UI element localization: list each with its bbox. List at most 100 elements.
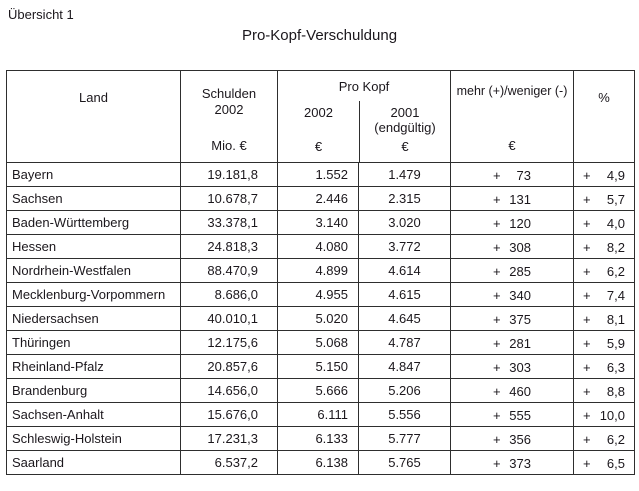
diff-sign: +: [493, 167, 501, 183]
diff-pair: + 120: [493, 216, 531, 231]
pct-sign: +: [583, 191, 591, 207]
diff-sign: +: [493, 431, 501, 447]
pct-value: 4,9: [606, 167, 625, 183]
per-capita-debt-table: Land Schulden 2002 Mio. € Pro Kopf 2002 …: [6, 70, 635, 475]
pct-pair: + 6,2: [583, 264, 625, 279]
header-year-2002-label: 2002: [304, 105, 333, 120]
diff-sign: +: [493, 191, 501, 207]
pct-cell: + 8,2: [573, 234, 635, 259]
schulden-cell: 8.686,0: [180, 282, 278, 307]
header-row: Land Schulden 2002 Mio. € Pro Kopf 2002 …: [6, 70, 635, 163]
header-schulden-line1: Schulden: [201, 86, 257, 101]
diff-value: 73: [516, 167, 531, 183]
diff-value: 131: [509, 191, 531, 207]
table-row: Nordrhein-Westfalen 88.470,9 4.899 4.614…: [6, 258, 635, 283]
pct-cell: + 5,9: [573, 330, 635, 355]
table-row: Sachsen 10.678,7 2.446 2.315 + 131 + 5,7: [6, 186, 635, 211]
pct-value: 10,0: [599, 407, 625, 423]
header-percent: %: [573, 70, 635, 163]
diff-pair: + 281: [493, 336, 531, 351]
diff-cell: + 285: [450, 258, 574, 283]
pct-cell: + 4,0: [573, 210, 635, 235]
diff-cell: + 120: [450, 210, 574, 235]
pro-kopf-2001-cell: 5.556: [358, 402, 451, 427]
header-land-label: Land: [79, 90, 108, 105]
diff-pair: + 308: [493, 240, 531, 255]
table-row: Mecklenburg-Vorpommern 8.686,0 4.955 4.6…: [6, 282, 635, 307]
pct-value: 5,7: [606, 191, 625, 207]
header-year-2001-unit: €: [401, 139, 409, 154]
header-pro-kopf-subcolumns: 2002 € 2001 (endgültig) €: [278, 101, 450, 162]
header-schulden-unit: Mio. €: [211, 138, 247, 153]
diff-pair: + 131: [493, 192, 531, 207]
schulden-cell: 14.656,0: [180, 378, 278, 403]
header-percent-label: %: [598, 90, 610, 105]
land-cell: Bayern: [6, 162, 181, 187]
land-cell: Mecklenburg-Vorpommern: [6, 282, 181, 307]
pct-sign: +: [583, 383, 591, 399]
pct-value: 8,2: [606, 239, 625, 255]
pro-kopf-2002-cell: 5.020: [277, 306, 359, 331]
header-diff-unit: €: [508, 138, 516, 153]
pct-sign: +: [583, 455, 591, 471]
pro-kopf-2001-cell: 1.479: [358, 162, 451, 187]
pct-value: 7,4: [606, 287, 625, 303]
diff-value: 308: [509, 239, 531, 255]
schulden-cell: 20.857,6: [180, 354, 278, 379]
pct-pair: + 4,9: [583, 168, 625, 183]
header-schulden: Schulden 2002 Mio. €: [180, 70, 278, 163]
pct-value: 4,0: [606, 215, 625, 231]
schulden-cell: 88.470,9: [180, 258, 278, 283]
pct-sign: +: [583, 167, 591, 183]
schulden-cell: 19.181,8: [180, 162, 278, 187]
pro-kopf-2002-cell: 4.080: [277, 234, 359, 259]
diff-value: 281: [509, 335, 531, 351]
header-pro-kopf-label: Pro Kopf: [338, 78, 390, 94]
pro-kopf-2002-cell: 6.111: [277, 402, 359, 427]
pro-kopf-2001-cell: 3.020: [358, 210, 451, 235]
pct-sign: +: [583, 407, 591, 423]
diff-cell: + 281: [450, 330, 574, 355]
pct-sign: +: [583, 335, 591, 351]
diff-cell: + 460: [450, 378, 574, 403]
diff-pair: + 356: [493, 432, 531, 447]
diff-pair: + 373: [493, 456, 531, 471]
pct-cell: + 6,2: [573, 426, 635, 451]
diff-pair: + 340: [493, 288, 531, 303]
diff-sign: +: [493, 383, 501, 399]
pro-kopf-2001-cell: 4.645: [358, 306, 451, 331]
pct-pair: + 8,2: [583, 240, 625, 255]
pct-pair: + 8,1: [583, 312, 625, 327]
schulden-cell: 6.537,2: [180, 450, 278, 475]
diff-value: 120: [509, 215, 531, 231]
diff-cell: + 375: [450, 306, 574, 331]
table-row: Niedersachsen 40.010,1 5.020 4.645 + 375…: [6, 306, 635, 331]
pct-sign: +: [583, 359, 591, 375]
diff-sign: +: [493, 335, 501, 351]
pro-kopf-2001-cell: 4.847: [358, 354, 451, 379]
pct-value: 8,1: [606, 311, 625, 327]
pro-kopf-2001-cell: 5.206: [358, 378, 451, 403]
header-diff-label: mehr (+)/weniger (-): [456, 84, 568, 98]
land-cell: Nordrhein-Westfalen: [6, 258, 181, 283]
pct-cell: + 7,4: [573, 282, 635, 307]
table-header: Land Schulden 2002 Mio. € Pro Kopf 2002 …: [6, 70, 635, 163]
diff-pair: + 555: [493, 408, 531, 423]
pro-kopf-2002-cell: 3.140: [277, 210, 359, 235]
table-row: Saarland 6.537,2 6.138 5.765 + 373 + 6,5: [6, 450, 635, 475]
table-row: Thüringen 12.175,6 5.068 4.787 + 281 + 5…: [6, 330, 635, 355]
pro-kopf-2002-cell: 5.666: [277, 378, 359, 403]
page-title: Pro-Kopf-Verschuldung: [241, 27, 398, 44]
pro-kopf-2002-cell: 5.068: [277, 330, 359, 355]
diff-value: 555: [509, 407, 531, 423]
pct-pair: + 4,0: [583, 216, 625, 231]
diff-value: 285: [509, 263, 531, 279]
schulden-cell: 12.175,6: [180, 330, 278, 355]
pct-pair: + 6,5: [583, 456, 625, 471]
diff-sign: +: [493, 239, 501, 255]
diff-sign: +: [493, 407, 501, 423]
diff-sign: +: [493, 215, 501, 231]
pct-cell: + 10,0: [573, 402, 635, 427]
pct-sign: +: [583, 263, 591, 279]
diff-value: 356: [509, 431, 531, 447]
